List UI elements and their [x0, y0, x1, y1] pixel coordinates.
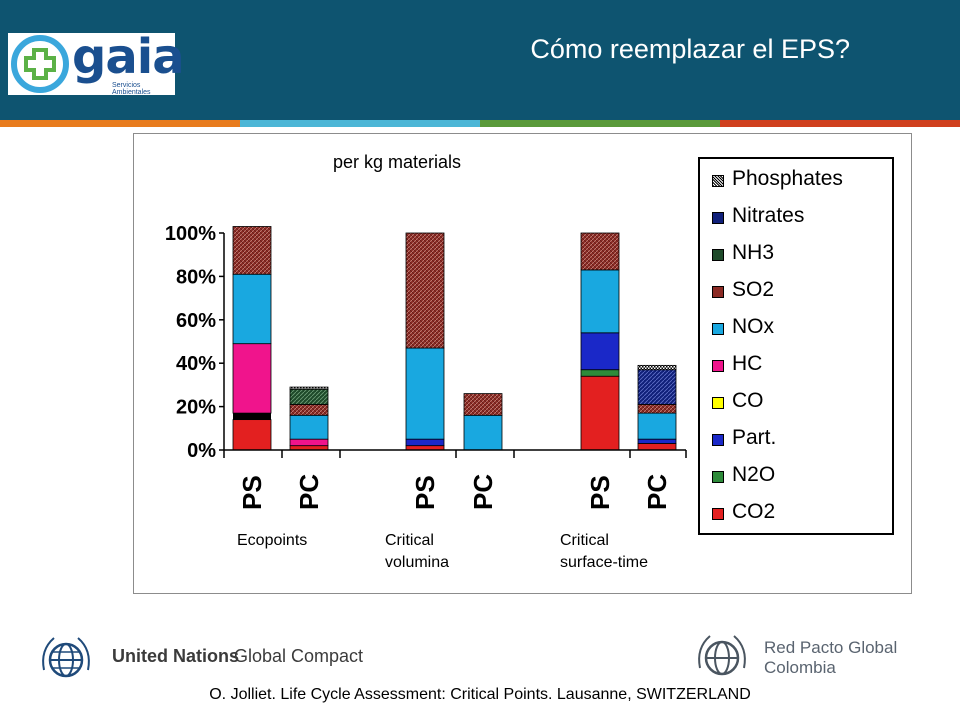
- bar-segment-co2-4: [580, 375, 620, 451]
- bar-segment-nh3-1: [289, 388, 329, 405]
- bar-segment-co2-0: [232, 419, 272, 451]
- y-tick-label-0: 0%: [187, 440, 216, 462]
- legend-swatch-n2o: [712, 471, 724, 483]
- legend-label-hc: HC: [732, 352, 763, 375]
- color-stripe-2: [240, 120, 480, 127]
- chart-legend: Phosphates Nitrates NH3 SO2 NOx HC CO Pa…: [698, 157, 894, 535]
- gaia-logo-text: gaia: [72, 29, 185, 85]
- y-tick-label-4: 80%: [176, 266, 216, 288]
- bar-segment-part-2: [405, 438, 445, 447]
- legend-swatch-nh3: [712, 249, 724, 261]
- un-globe-icon: [42, 637, 90, 678]
- group-label-critical-volumina-line2: volumina: [385, 554, 450, 571]
- x-tick-label-5: PC: [642, 474, 672, 510]
- page-title: Cómo reemplazar el EPS?: [530, 34, 850, 64]
- gaia-logo-subtext: Servicios Ambientales: [112, 82, 151, 96]
- group-label-ecopoints: Ecopoints: [237, 530, 307, 552]
- un-text-light: Global Compact: [234, 646, 364, 666]
- legend-swatch-phosphates: [712, 175, 724, 187]
- legend-label-co: CO: [732, 389, 764, 412]
- bar-band-0: [233, 413, 271, 420]
- bar-segment-hc-0: [232, 343, 272, 414]
- legend-swatch-nox: [712, 323, 724, 335]
- bar-segment-so2-3: [463, 393, 503, 416]
- group-label-critical-surface-time-line2: surface-time: [560, 554, 649, 571]
- y-tick-label-2: 40%: [176, 353, 216, 375]
- y-tick-label-1: 20%: [176, 397, 216, 419]
- y-tick-label-3: 60%: [176, 310, 216, 332]
- bar-segment-so2-1: [289, 404, 329, 416]
- bar-segment-so2-5: [637, 404, 677, 414]
- un-global-compact-logo: United Nations Global Compact: [36, 630, 363, 686]
- legend-label-n2o: N2O: [732, 463, 776, 486]
- color-stripe-4: [720, 120, 960, 127]
- group-label-critical-volumina-line1: Critical: [385, 532, 434, 549]
- header-bar: gaia Servicios Ambientales Cómo reemplaz…: [0, 0, 960, 120]
- bar-segment-nox-0: [232, 273, 272, 345]
- group-label-critical-surface-time-line1: Critical: [560, 532, 609, 549]
- legend-label-co2: CO2: [732, 500, 776, 523]
- bar-segment-nox-3: [463, 414, 503, 451]
- red-pacto-line2: Colombia: [764, 658, 836, 677]
- red-pacto-global-logo: Red Pacto Global Colombia: [692, 626, 912, 690]
- bar-segment-nitrates-5: [637, 369, 677, 405]
- bar-segment-part-5: [637, 438, 677, 444]
- legend-label-part: Part.: [732, 426, 777, 449]
- legend-swatch-co2: [712, 508, 724, 520]
- legend-swatch-so2: [712, 286, 724, 298]
- x-tick-label-4: PS: [585, 475, 615, 510]
- gaia-logo-icon: [11, 35, 69, 93]
- bar-segment-co2-5: [637, 443, 677, 451]
- bar-segment-phosphates-1: [289, 386, 329, 390]
- y-tick-label-5: 100%: [165, 223, 216, 245]
- bar-segment-so2-0: [232, 226, 272, 275]
- bar-segment-so2-2: [405, 232, 445, 349]
- bar-segment-nox-1: [289, 414, 329, 440]
- legend-label-so2: SO2: [732, 278, 775, 301]
- bar-segment-nox-5: [637, 412, 677, 440]
- legend-label-nh3: NH3: [732, 241, 775, 264]
- color-stripe-1: [0, 120, 240, 127]
- gaia-logo: gaia Servicios Ambientales: [8, 29, 185, 96]
- bar-segment-nox-4: [580, 269, 620, 334]
- legend-swatch-part: [712, 434, 724, 446]
- red-pacto-globe-icon: [698, 635, 746, 676]
- x-tick-label-3: PC: [468, 474, 498, 510]
- bar-segment-hc-1: [289, 438, 329, 447]
- legend-swatch-hc: [712, 360, 724, 372]
- group-label-critical-surface-time: Critical surface-time: [560, 530, 648, 574]
- bar-segment-so2-4: [580, 232, 620, 271]
- x-tick-label-0: PS: [237, 475, 267, 510]
- un-text-bold: United Nations: [112, 646, 240, 666]
- legend-label-nox: NOx: [732, 315, 774, 338]
- color-stripe-3: [480, 120, 720, 127]
- bar-segment-phosphates-5: [637, 364, 677, 371]
- group-label-ecopoints-text: Ecopoints: [237, 532, 308, 549]
- chart-subtitle: per kg materials: [333, 152, 462, 172]
- legend-label-nitrates: Nitrates: [732, 204, 805, 227]
- red-pacto-line1: Red Pacto Global: [764, 638, 898, 657]
- legend-swatch-co: [712, 397, 724, 409]
- bar-segment-nox-2: [405, 347, 445, 440]
- bar-segment-part-4: [580, 332, 620, 371]
- x-tick-label-2: PS: [410, 475, 440, 510]
- citation-footer: O. Jolliet. Life Cycle Assessment: Criti…: [209, 686, 751, 703]
- group-label-critical-volumina: Critical volumina: [385, 530, 449, 574]
- legend-label-phosphates: Phosphates: [732, 167, 843, 190]
- legend-swatch-nitrates: [712, 212, 724, 224]
- x-tick-label-1: PC: [294, 474, 324, 510]
- bar-segment-n2o-4: [580, 369, 620, 377]
